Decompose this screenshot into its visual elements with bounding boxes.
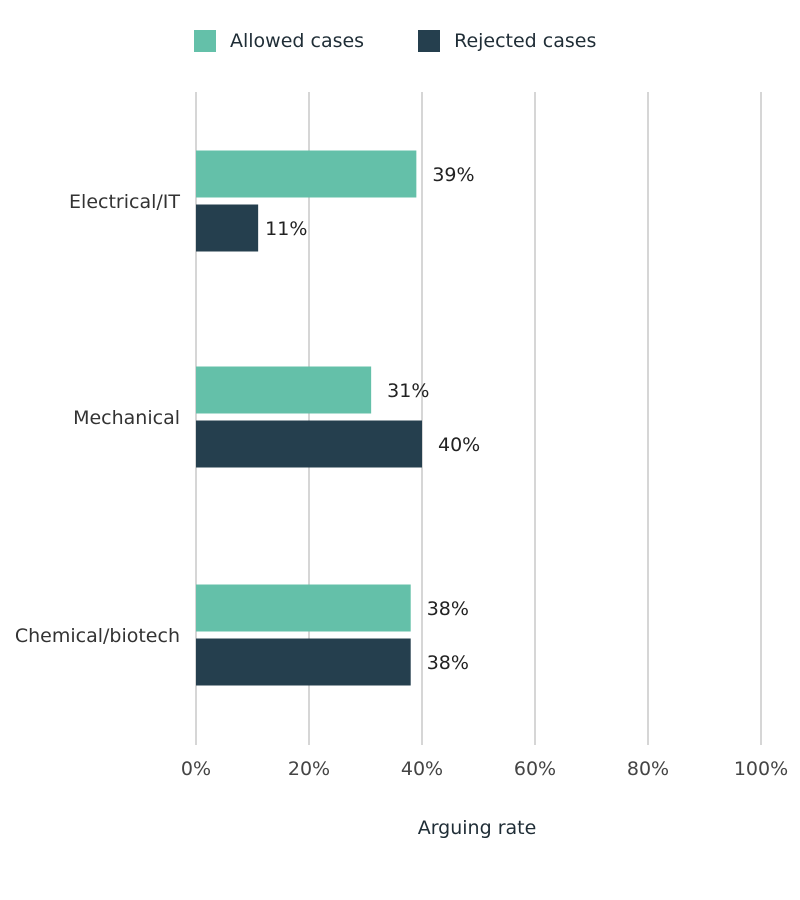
data-label: 39% <box>432 164 474 186</box>
category-label: Mechanical <box>73 407 180 429</box>
category-label: Chemical/biotech <box>15 625 180 647</box>
bar-rejected <box>196 420 422 468</box>
x-tick-label: 100% <box>734 758 788 780</box>
legend-label-rejected: Rejected cases <box>454 30 597 52</box>
legend-item-rejected: Rejected cases <box>418 30 596 52</box>
data-label: 38% <box>427 598 469 620</box>
legend-swatch-allowed <box>194 30 216 52</box>
bar-allowed <box>196 584 411 632</box>
legend-label-allowed: Allowed cases <box>230 30 365 52</box>
x-tick-label: 60% <box>514 758 556 780</box>
x-tick-label: 0% <box>181 758 211 780</box>
x-tick-label: 20% <box>288 758 330 780</box>
data-label: 11% <box>265 218 307 240</box>
x-axis-title: Arguing rate <box>418 817 537 839</box>
x-tick-label: 40% <box>401 758 443 780</box>
x-tick-label: 80% <box>627 758 669 780</box>
legend: Allowed cases Rejected cases <box>194 30 596 52</box>
legend-swatch-rejected <box>418 30 441 52</box>
bar-allowed <box>196 150 417 198</box>
gridlines <box>195 92 762 745</box>
bars <box>196 150 422 686</box>
data-label: 31% <box>387 380 429 402</box>
data-label: 38% <box>427 652 469 674</box>
data-label: 40% <box>438 434 480 456</box>
category-label: Electrical/IT <box>69 191 180 213</box>
bar-allowed <box>196 366 372 414</box>
legend-item-allowed: Allowed cases <box>194 30 364 52</box>
labels: 0% 20% 40% 60% 80% 100% Electrical/IT 39% 11% Mec… <box>15 164 788 780</box>
bar-rejected <box>196 638 411 686</box>
bar-rejected <box>196 204 259 252</box>
